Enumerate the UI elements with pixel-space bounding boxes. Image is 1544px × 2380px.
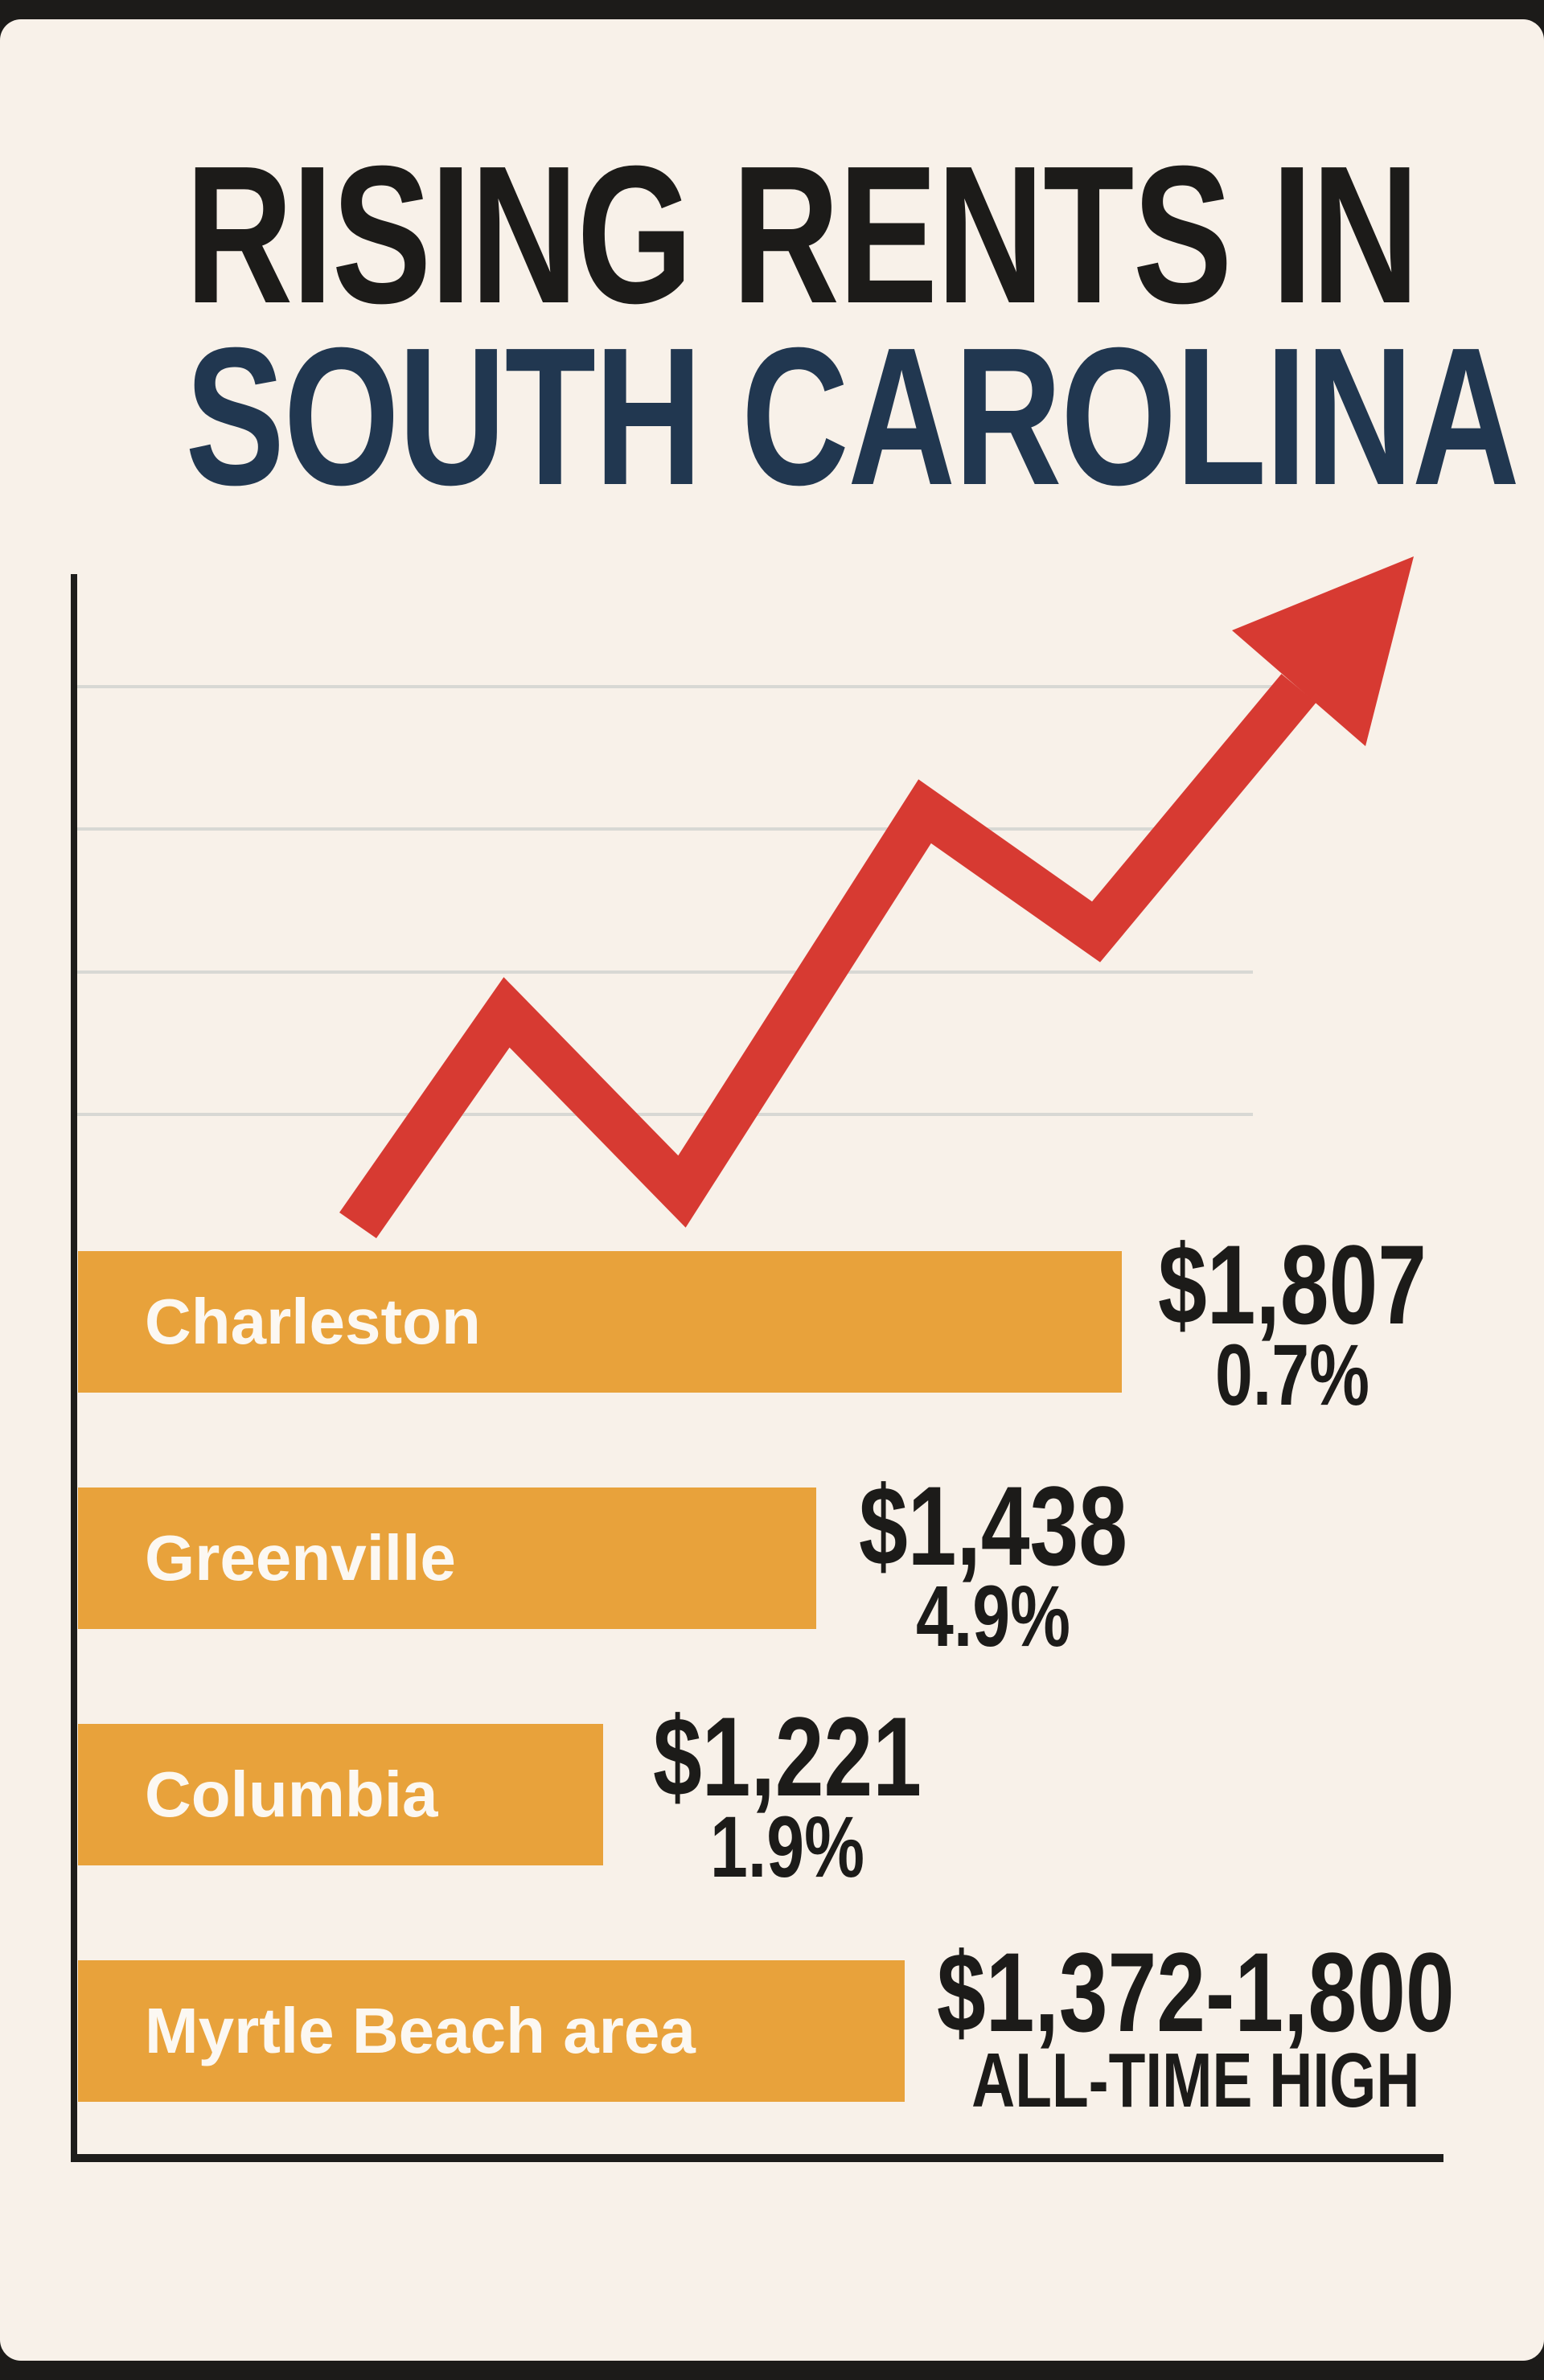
bar-label: Greenville	[145, 1522, 456, 1594]
title-line-1: RISING RENTS IN	[185, 125, 1419, 344]
trend-arrow-icon	[339, 556, 1414, 1239]
gridline	[77, 685, 1287, 688]
x-axis	[71, 2154, 1443, 2162]
value-block-myrtle-beach: $1,372-1,800 ALL-TIME HIGH	[937, 1936, 1455, 2119]
rent-value: $1,372-1,800	[937, 1929, 1455, 2055]
rent-change: 1.9%	[709, 1798, 865, 1895]
title-line-2: SOUTH CAROLINA	[185, 306, 1519, 526]
rent-value: $1,438	[859, 1463, 1127, 1589]
y-axis	[71, 574, 77, 2162]
rent-change: ALL-TIME HIGH	[971, 2037, 1420, 2124]
bar-label: Columbia	[145, 1758, 438, 1830]
rent-change: 4.9%	[915, 1567, 1071, 1664]
bar-myrtle-beach: Myrtle Beach area	[78, 1960, 905, 2102]
rent-change: 0.7%	[1214, 1326, 1370, 1423]
gridline	[77, 827, 1168, 831]
gridline	[77, 1113, 1253, 1116]
value-block-charleston: $1,807 0.7%	[1158, 1229, 1427, 1418]
value-block-greenville: $1,438 4.9%	[859, 1470, 1127, 1660]
rent-value: $1,221	[653, 1693, 922, 1820]
bar-columbia: Columbia	[78, 1724, 603, 1865]
bar-label: Charleston	[145, 1286, 481, 1357]
gridline	[77, 970, 1253, 974]
rent-value: $1,807	[1158, 1221, 1427, 1348]
bar-label: Myrtle Beach area	[145, 1995, 696, 2066]
page: RISING RENTS IN SOUTH CAROLINA Charlesto…	[0, 19, 1544, 2361]
bar-charleston: Charleston	[78, 1251, 1122, 1393]
bar-greenville: Greenville	[78, 1488, 816, 1629]
value-block-columbia: $1,221 1.9%	[653, 1701, 922, 1890]
